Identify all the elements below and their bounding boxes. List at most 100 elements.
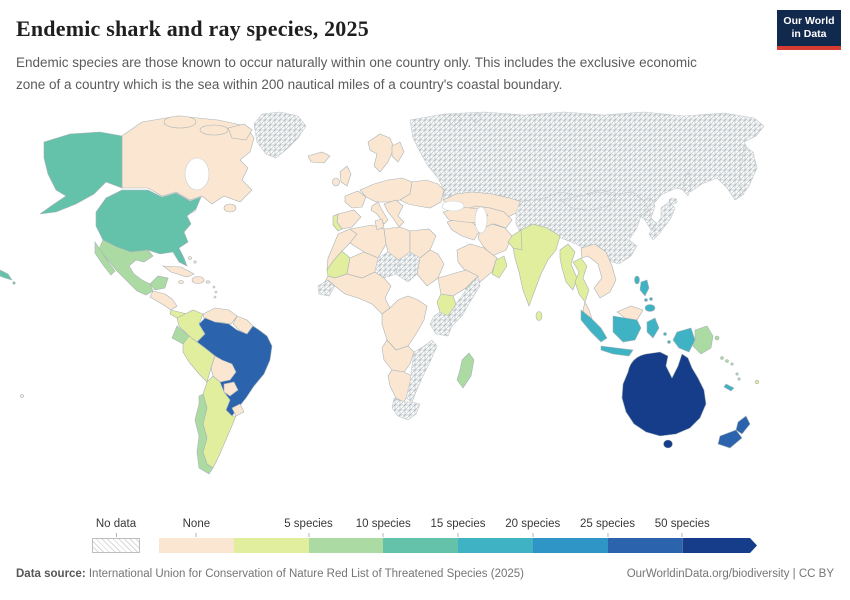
data-source-value: International Union for Conservation of … [85,568,524,580]
tasmania[interactable] [663,439,673,449]
luzon[interactable] [639,279,650,297]
java[interactable] [600,345,634,357]
south-africa[interactable] [391,397,421,421]
australia[interactable] [621,351,707,437]
tanzania[interactable] [429,311,453,337]
italy[interactable] [370,201,389,225]
alaska[interactable] [39,131,123,215]
jamaica[interactable] [178,280,184,284]
borneo-malaysia[interactable] [616,305,644,321]
caspian-sea [474,206,488,234]
hispaniola[interactable] [191,276,205,284]
indochina[interactable] [580,243,617,299]
legend-tick [681,533,683,537]
legend-tick [382,533,384,537]
central-america[interactable] [149,290,178,311]
india[interactable] [512,223,561,307]
kamchatka[interactable] [738,145,758,195]
solomon-islands[interactable] [720,356,734,366]
chile[interactable] [194,393,214,475]
paraguay[interactable] [223,381,239,397]
finland[interactable] [391,141,405,163]
canada[interactable] [121,115,255,205]
newfoundland[interactable] [223,203,237,213]
hokkaido[interactable] [668,197,678,205]
madagascar[interactable] [456,352,475,389]
myanmar[interactable] [559,243,578,291]
fiji[interactable] [754,379,760,385]
legend-label: 10 species [355,518,411,530]
japan[interactable] [648,201,676,241]
new-zealand-south-island[interactable] [717,429,743,449]
france[interactable] [344,190,367,209]
arctic-islet[interactable] [469,112,483,124]
legend-bin-25-50[interactable] [607,538,683,553]
legend-no-data-tick [116,533,117,537]
eastern-europe[interactable] [399,179,445,209]
mozambique[interactable] [405,339,438,403]
legend-bin-10-15[interactable] [383,538,458,553]
legend-bin-5-10[interactable] [308,538,384,553]
new-caledonia[interactable] [723,383,735,392]
mindanao[interactable] [644,304,656,312]
arctic-island-2[interactable] [199,124,229,136]
spain[interactable] [336,209,362,230]
owid-link[interactable]: OurWorldinData.org/biodiversity | CC BY [626,568,834,580]
legend-tick [607,533,608,537]
balkans-greece[interactable] [383,199,405,228]
oman[interactable] [491,255,508,279]
mexico[interactable] [98,239,154,296]
french-polynesia[interactable] [20,394,24,398]
thailand[interactable] [572,257,590,303]
new-britain[interactable] [714,335,720,341]
united-kingdom[interactable] [339,165,352,187]
legend-bin-50-plus[interactable] [682,538,757,553]
legend-no-data-swatch[interactable] [92,538,140,553]
novaya-zemlya[interactable] [445,113,463,127]
angola-zambia[interactable] [381,339,415,373]
sakhalin[interactable] [682,171,693,197]
norway-sweden[interactable] [367,133,395,173]
owid-logo: Our World in Data [777,10,841,50]
arctic-island-1[interactable] [163,115,197,129]
algeria[interactable] [349,224,387,259]
data-source-note: Data source: International Union for Con… [16,568,524,580]
page-title: Endemic shark and ray species, 2025 [16,16,369,41]
hawaii[interactable] [0,269,16,285]
papua-new-guinea[interactable] [692,325,714,355]
legend-labels-row: None 5 species 10 species 15 species 20 spec… [159,518,757,538]
lesser-antilles[interactable] [212,285,218,299]
west-papua[interactable] [672,327,696,353]
vanuatu[interactable] [735,372,741,381]
legend-bin-0-5[interactable] [233,538,309,553]
iran[interactable] [477,223,513,257]
puerto-rico[interactable] [205,280,211,284]
portugal[interactable] [332,213,343,232]
ireland[interactable] [332,177,340,187]
yucatan[interactable] [149,275,169,291]
sumatra[interactable] [580,309,608,343]
mongolia[interactable] [559,191,617,211]
tunisia[interactable] [374,218,385,231]
cuba[interactable] [162,265,195,278]
west-africa[interactable] [324,271,392,315]
iceland[interactable] [307,151,331,164]
kalimantan[interactable] [612,315,642,343]
central-africa[interactable] [381,295,428,351]
new-zealand-north-island[interactable] [735,415,751,435]
sri-lanka[interactable] [535,311,543,321]
taiwan[interactable] [634,275,640,285]
legend-bin-20-25[interactable] [532,538,608,553]
sudan[interactable] [416,249,445,287]
baja-california[interactable] [94,241,116,276]
owid-logo-line2: in Data [791,28,827,40]
greenland[interactable] [253,111,307,159]
visayas[interactable] [644,297,653,302]
baffin-island[interactable] [227,123,253,141]
legend-label: None [182,518,211,530]
legend-bin-15-20[interactable] [458,538,533,553]
uruguay[interactable] [231,403,245,417]
sulawesi[interactable] [646,317,660,339]
bahamas[interactable] [188,256,197,264]
legend-bin-none[interactable] [159,538,234,553]
